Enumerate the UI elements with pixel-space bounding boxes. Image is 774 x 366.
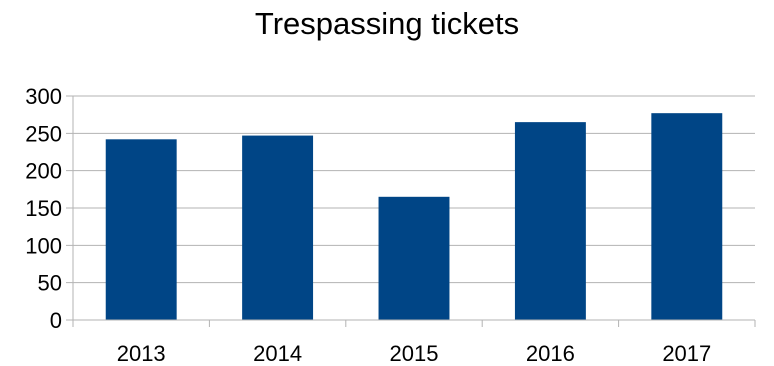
y-tick-label: 100 xyxy=(25,233,62,258)
x-tick-label: 2016 xyxy=(526,341,575,366)
bar-2014 xyxy=(242,135,314,320)
bar-2016 xyxy=(514,122,586,320)
bar-2015 xyxy=(378,196,450,320)
x-tick-label: 2013 xyxy=(117,341,166,366)
chart-title: Trespassing tickets xyxy=(254,6,520,41)
x-tick-label: 2017 xyxy=(662,341,711,366)
y-tick-label: 200 xyxy=(25,159,62,184)
y-tick-label: 250 xyxy=(25,121,62,146)
bar-2017 xyxy=(651,113,723,320)
bars xyxy=(105,113,723,320)
x-tick-label: 2014 xyxy=(253,341,302,366)
tick-labels: 0 50 100 150 200 250 300 2013 2014 2015 2016 2017 xyxy=(25,84,711,366)
bar-2013 xyxy=(105,139,177,320)
axes xyxy=(72,96,756,327)
y-tick-label: 150 xyxy=(25,196,62,221)
y-tick-label: 300 xyxy=(25,84,62,109)
y-tick-label: 0 xyxy=(50,308,62,333)
x-tick-label: 2015 xyxy=(390,341,439,366)
y-tick-label: 50 xyxy=(38,271,62,296)
